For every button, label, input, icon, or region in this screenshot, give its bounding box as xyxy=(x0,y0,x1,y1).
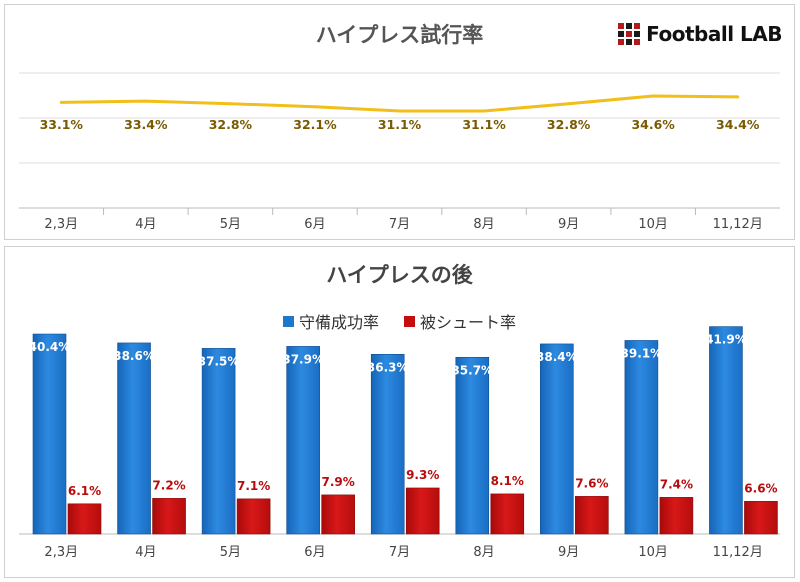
line-series xyxy=(61,94,738,113)
bar-x-tick-label-3: 6月 xyxy=(304,545,325,560)
bar-defense-2 xyxy=(201,348,236,535)
line-point-6 xyxy=(567,102,571,106)
bar-defense-0 xyxy=(32,333,67,535)
line-data-label-1: 33.4% xyxy=(124,117,168,132)
line-chart-title: ハイプレス試行率 xyxy=(315,23,484,47)
legend-label-defense: 守備成功率 xyxy=(298,313,379,332)
bar-defense-label-8: 41.9% xyxy=(705,333,747,347)
bar-x-tick-label-5: 8月 xyxy=(473,545,494,560)
legend-item-defense: 守備成功率 xyxy=(282,309,379,333)
bar-chart-svg: 40.4% 6.1% 2,3月 38.6% 7.2% 4月 37.5% 7.1% 5月 37.9%… xyxy=(19,326,780,560)
bar-shot-label-0: 6.1% xyxy=(68,484,101,498)
bar-shot-7 xyxy=(659,497,694,535)
line-x-tick-label-5: 8月 xyxy=(473,217,494,232)
bar-defense-label-4: 36.3% xyxy=(367,360,409,374)
bar-shot-8 xyxy=(744,501,778,535)
bar-shot-label-4: 9.3% xyxy=(406,468,439,482)
bar-defense-label-6: 38.4% xyxy=(536,350,578,364)
bar-defense-8 xyxy=(709,326,743,535)
bar-defense-label-2: 37.5% xyxy=(198,354,240,368)
bar-shot-5 xyxy=(490,493,525,535)
line-data-label-6: 32.8% xyxy=(547,117,591,132)
line-chart-panel: ハイプレス試行率 Football LAB 33.1% 33.4% 32.8% 32.… xyxy=(4,4,795,240)
line-data-label-5: 31.1% xyxy=(462,117,506,132)
bar-x-tick-label-6: 9月 xyxy=(558,545,579,560)
bar-x-tick-label-0: 2,3月 xyxy=(44,545,78,560)
bar-shot-label-1: 7.2% xyxy=(152,478,185,492)
bar-x-tick-label-8: 11,12月 xyxy=(713,545,763,560)
bar-x-tick-label-1: 4月 xyxy=(135,545,156,560)
line-x-tick-label-2: 5月 xyxy=(220,217,241,232)
legend-label-shot: 被シュート率 xyxy=(420,313,517,332)
bar-shot-label-3: 7.9% xyxy=(322,475,355,489)
line-x-tick-label-1: 4月 xyxy=(135,217,156,232)
bar-defense-4 xyxy=(370,354,405,535)
bar-x-tick-label-2: 5月 xyxy=(220,545,241,560)
line-x-tick-label-0: 2,3月 xyxy=(44,217,78,232)
bar-defense-label-1: 38.6% xyxy=(113,349,155,363)
bar-shot-label-5: 8.1% xyxy=(491,474,524,488)
line-x-tick-label-8: 11,12月 xyxy=(713,217,763,232)
bar-chart-panel: ハイプレスの後 守備成功率 被シュート率 40.4% 6.1% 2,3月 38.6% 7… xyxy=(4,246,795,578)
line-data-label-2: 32.8% xyxy=(209,117,253,132)
bar-chart-title: ハイプレスの後 xyxy=(326,263,473,287)
line-data-label-8: 34.4% xyxy=(716,117,760,132)
logo-grid-icon xyxy=(618,23,641,45)
line-point-3 xyxy=(313,105,317,109)
line-chart-svg: 33.1% 33.4% 32.8% 32.1% 31.1% 31.1% 32.8% 34.6%… xyxy=(19,72,780,232)
line-point-4 xyxy=(398,109,401,113)
line-data-label-3: 32.1% xyxy=(293,117,337,132)
bar-defense-label-7: 39.1% xyxy=(621,346,663,360)
bar-shot-label-8: 6.6% xyxy=(744,481,777,495)
bar-defense-3 xyxy=(286,346,320,535)
line-data-label-4: 31.1% xyxy=(378,117,422,132)
line-x-tick-label-4: 7月 xyxy=(389,217,410,232)
bar-defense-label-5: 35.7% xyxy=(451,363,493,377)
bar-shot-0 xyxy=(67,503,102,535)
bar-shot-6 xyxy=(575,496,609,535)
bar-chart-legend: 守備成功率 被シュート率 xyxy=(5,309,794,333)
line-point-8 xyxy=(736,95,740,99)
line-point-5 xyxy=(482,109,486,113)
line-point-0 xyxy=(59,100,63,104)
line-point-2 xyxy=(228,102,232,106)
bar-defense-label-3: 37.9% xyxy=(282,352,324,366)
bar-defense-7 xyxy=(624,340,659,535)
line-x-tick-label-3: 6月 xyxy=(304,217,325,232)
football-lab-logo: Football LAB xyxy=(618,21,782,47)
bar-shot-label-2: 7.1% xyxy=(237,479,270,493)
line-data-label-0: 33.1% xyxy=(40,117,84,132)
bar-x-tick-label-4: 7月 xyxy=(389,545,410,560)
legend-item-shot: 被シュート率 xyxy=(404,309,516,333)
bar-shot-2 xyxy=(236,498,271,535)
bar-defense-5 xyxy=(455,356,490,535)
logo-text: Football LAB xyxy=(646,22,782,46)
bar-shot-label-7: 7.4% xyxy=(660,477,693,491)
legend-swatch-defense xyxy=(282,315,294,327)
bar-shot-label-6: 7.6% xyxy=(575,476,608,490)
line-point-7 xyxy=(651,94,655,98)
legend-swatch-shot xyxy=(404,315,416,327)
line-x-tick-label-6: 9月 xyxy=(558,217,579,232)
bar-defense-label-0: 40.4% xyxy=(29,340,71,354)
bar-x-tick-label-7: 10月 xyxy=(638,545,668,560)
line-point-1 xyxy=(144,99,148,103)
bar-shot-4 xyxy=(405,487,440,535)
line-data-label-7: 34.6% xyxy=(631,117,675,132)
bar-shot-3 xyxy=(321,494,355,535)
bar-defense-6 xyxy=(540,343,574,535)
line-x-tick-label-7: 10月 xyxy=(638,217,668,232)
bar-shot-1 xyxy=(152,498,186,535)
bar-defense-1 xyxy=(117,342,151,535)
